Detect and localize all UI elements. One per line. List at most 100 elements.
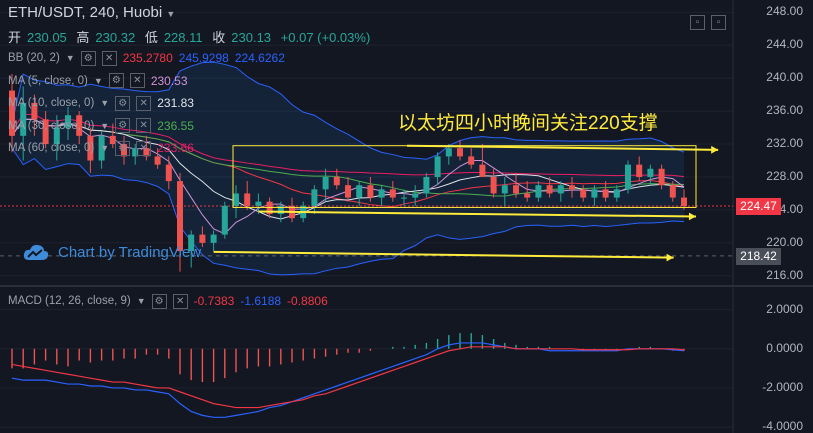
indicator-value: -1.6188 xyxy=(240,294,282,308)
candle-body xyxy=(31,102,38,120)
gear-icon[interactable]: ⚙ xyxy=(115,118,131,133)
window-buttons: ▫ ▫ xyxy=(690,15,726,30)
close-icon[interactable]: ✕ xyxy=(136,118,152,133)
indicator-legend-row[interactable]: MA (5, close, 0) ▼ ⚙ ✕ 230.53 xyxy=(8,73,188,89)
gear-icon[interactable]: ⚙ xyxy=(80,50,96,66)
chevron-down-icon[interactable]: ▼ xyxy=(100,98,110,108)
candle-body xyxy=(389,189,396,198)
gear-icon[interactable]: ⚙ xyxy=(115,140,131,156)
candle-body xyxy=(401,197,407,199)
candle-body xyxy=(177,181,183,252)
chevron-down-icon[interactable]: ▼ xyxy=(65,53,75,63)
price-axis-label: 248.00 xyxy=(766,4,803,19)
ohlc-low: 低 228.11 xyxy=(144,30,203,45)
maximize-icon[interactable]: ▫ xyxy=(711,15,726,30)
candle-body xyxy=(20,102,27,136)
candle-body xyxy=(647,168,654,177)
indicator-value: 236.55 xyxy=(157,118,194,133)
macd-line xyxy=(11,342,685,418)
candle-body xyxy=(625,164,631,190)
macd-axis-label: -4.0000 xyxy=(762,419,803,433)
candle-body xyxy=(602,189,609,198)
chevron-down-icon[interactable]: ▼ xyxy=(136,296,146,306)
indicator-legend-row[interactable]: MA (10, close, 0) ▼ ⚙ ✕ 231.83 xyxy=(8,95,194,111)
candle-body xyxy=(345,185,351,198)
chevron-down-icon[interactable]: ▼ xyxy=(100,143,110,153)
ohlc-high: 高 230.32 xyxy=(76,30,136,45)
macd-legend-row[interactable]: MACD (12, 26, close, 9) ▼ ⚙ ✕ -0.7383 -1.6188… xyxy=(8,293,328,309)
chevron-down-icon[interactable]: ▼ xyxy=(100,120,110,131)
chevron-down-icon[interactable]: ▼ xyxy=(93,75,103,86)
macd-axis-label: 0.0000 xyxy=(766,340,803,355)
candle-body xyxy=(535,185,542,198)
candle-body xyxy=(457,148,463,157)
price-tag: 224.47 xyxy=(736,198,781,216)
candle-body xyxy=(165,164,172,182)
candle-body xyxy=(311,189,318,206)
close-icon[interactable]: ✕ xyxy=(136,95,152,111)
indicator-value: 230.53 xyxy=(150,73,188,88)
candle-body xyxy=(569,185,575,190)
target-arrow xyxy=(213,250,674,259)
indicator-value: -0.7383 xyxy=(193,294,235,308)
resistance-arrow xyxy=(406,144,719,151)
candle-body xyxy=(9,90,15,136)
candle-body xyxy=(356,185,363,198)
candle-body xyxy=(143,148,150,157)
gear-icon[interactable]: ⚙ xyxy=(108,73,124,88)
restore-icon[interactable]: ▫ xyxy=(690,15,705,30)
candle-body xyxy=(210,234,217,243)
candle-body xyxy=(546,185,553,194)
candle-body xyxy=(445,148,452,157)
tradingview-watermark: Chart by TradingView xyxy=(22,242,201,262)
indicator-value: 233.66 xyxy=(157,141,194,155)
candle-body xyxy=(412,193,419,198)
ohlc-change: +0.07 (+0.03%) xyxy=(280,30,371,45)
candle-body xyxy=(681,197,687,207)
gear-icon[interactable]: ⚙ xyxy=(151,293,167,309)
candle-body xyxy=(423,176,430,194)
close-icon[interactable]: ✕ xyxy=(101,50,117,66)
price-axis-label: 228.00 xyxy=(766,168,803,183)
candle-body xyxy=(479,164,486,177)
close-icon[interactable]: ✕ xyxy=(136,140,152,156)
candle-body xyxy=(591,189,598,198)
symbol-title[interactable]: ETH/USDT, 240, Huobi ▼ xyxy=(8,4,176,21)
close-icon[interactable]: ✕ xyxy=(172,293,188,309)
price-axis-label: 240.00 xyxy=(766,70,803,85)
candle-body xyxy=(121,144,127,157)
candle-body xyxy=(255,201,262,206)
candle-body xyxy=(221,205,228,235)
annotation-text: 以太坊四小时晚间关注220支撑 xyxy=(398,113,658,134)
price-axis-label: 216.00 xyxy=(766,267,803,282)
cloud-icon xyxy=(23,244,49,260)
indicator-name: BB (20, 2) xyxy=(8,52,60,64)
candle-body xyxy=(42,119,49,145)
candle-body xyxy=(333,176,340,186)
candle-body xyxy=(557,185,564,194)
indicator-value: 224.6262 xyxy=(234,51,285,65)
indicator-value: 235.2780 xyxy=(122,51,173,65)
close-icon[interactable]: ✕ xyxy=(129,73,145,88)
candle-body xyxy=(322,176,329,190)
ohlc-close: 收 230.13 xyxy=(212,30,272,45)
candle-body xyxy=(65,115,71,128)
indicator-legend-row[interactable]: MA (30, close, 0) ▼ ⚙ ✕ 236.55 xyxy=(8,118,194,134)
ohlc-open: 开 230.05 xyxy=(8,30,67,45)
gear-icon[interactable]: ⚙ xyxy=(115,95,131,111)
macd-axis-label: -2.0000 xyxy=(762,379,803,394)
candle-body xyxy=(636,164,643,177)
indicator-legend-row[interactable]: BB (20, 2) ▼ ⚙ ✕ 235.2780 245.9298 224.6262 xyxy=(8,50,285,66)
support-arrow-head xyxy=(688,212,696,221)
indicator-value: 231.83 xyxy=(157,96,194,110)
price-axis-label: 232.00 xyxy=(766,136,803,151)
support-arrow xyxy=(258,210,697,218)
candle-body xyxy=(524,193,531,198)
candle-body xyxy=(277,205,284,215)
indicator-legend-row[interactable]: MA (60, close, 0) ▼ ⚙ ✕ 233.66 xyxy=(8,140,194,156)
candle-body xyxy=(490,176,497,194)
candle-body xyxy=(109,135,116,145)
chevron-down-icon[interactable]: ▼ xyxy=(166,9,176,19)
